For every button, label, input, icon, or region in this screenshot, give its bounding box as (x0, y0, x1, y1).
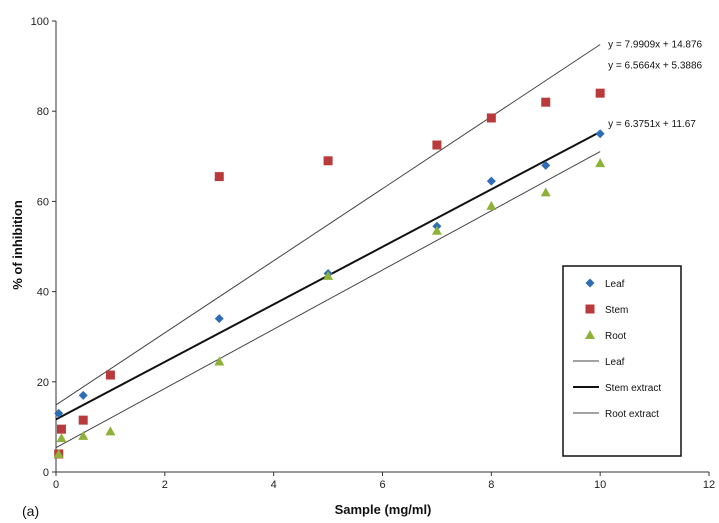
axes: 0 2 4 6 8 10 12 0 20 40 60 80 100 (31, 16, 715, 491)
stem-point (214, 172, 224, 182)
data-points (53, 88, 606, 459)
x-axis-title: Sample (mg/ml) (335, 502, 432, 517)
trendline-equations: y = 7.9909x + 14.876 y = 6.3751x + 11.67 y… (608, 40, 702, 130)
legend: Leaf Stem Root Leaf Stem extract Root extract (562, 265, 682, 457)
x-tick-label: 8 (488, 479, 494, 491)
legend-marker-root (585, 330, 595, 339)
legend-label: Leaf (605, 357, 625, 368)
legend-label: Root (605, 331, 626, 342)
x-tick-label: 6 (379, 479, 385, 491)
root-point (323, 270, 334, 280)
stem-point (56, 424, 66, 434)
x-tick-label: 10 (594, 479, 606, 491)
legend-marker-stem (585, 304, 595, 314)
stem-point (432, 140, 442, 150)
trendlines (55, 44, 601, 449)
trendline-root-extract (55, 151, 601, 449)
leaf-point (486, 176, 496, 186)
y-tick-label: 20 (37, 377, 49, 389)
y-tick-label: 0 (43, 467, 49, 479)
root-point (540, 187, 551, 197)
legend-label: Root extract (605, 409, 659, 420)
root-point (431, 225, 442, 235)
root-point (105, 426, 116, 436)
legend-marker-leaf (585, 278, 595, 288)
stem-point (105, 370, 115, 380)
legend-label: Leaf (605, 279, 625, 290)
y-tick-label: 100 (31, 16, 49, 28)
legend-label: Stem (605, 305, 628, 316)
panel-label: (a) (22, 503, 39, 519)
stem-point (595, 88, 605, 98)
stem-point (541, 97, 551, 107)
y-tick-label: 80 (37, 106, 49, 118)
trendline-equation: y = 6.5664x + 5.3886 (608, 61, 702, 72)
stem-point (78, 415, 88, 425)
stem-point (323, 156, 333, 166)
trendline-equation: y = 6.3751x + 11.67 (608, 119, 696, 130)
trendline-leaf (55, 44, 601, 406)
x-tick-label: 0 (53, 479, 59, 491)
x-tick-label: 2 (162, 479, 168, 491)
leaf-point (54, 408, 64, 418)
y-tick-label: 40 (37, 287, 49, 299)
legend-label: Stem extract (605, 383, 661, 394)
root-point (56, 433, 67, 443)
x-tick-label: 12 (703, 479, 715, 491)
root-point (486, 200, 497, 210)
stem-point (486, 113, 496, 123)
leaf-point (214, 314, 224, 324)
x-tick-label: 4 (271, 479, 277, 491)
y-axis-title: % of inhibition (10, 200, 25, 290)
leaf-point (78, 390, 88, 400)
root-point (595, 158, 606, 168)
root-point (214, 356, 225, 366)
root-point (78, 430, 89, 440)
y-tick-label: 60 (37, 196, 49, 208)
leaf-point (541, 160, 551, 170)
trendline-equation: y = 7.9909x + 14.876 (608, 40, 702, 51)
root-point (53, 448, 64, 458)
leaf-point (595, 129, 605, 139)
